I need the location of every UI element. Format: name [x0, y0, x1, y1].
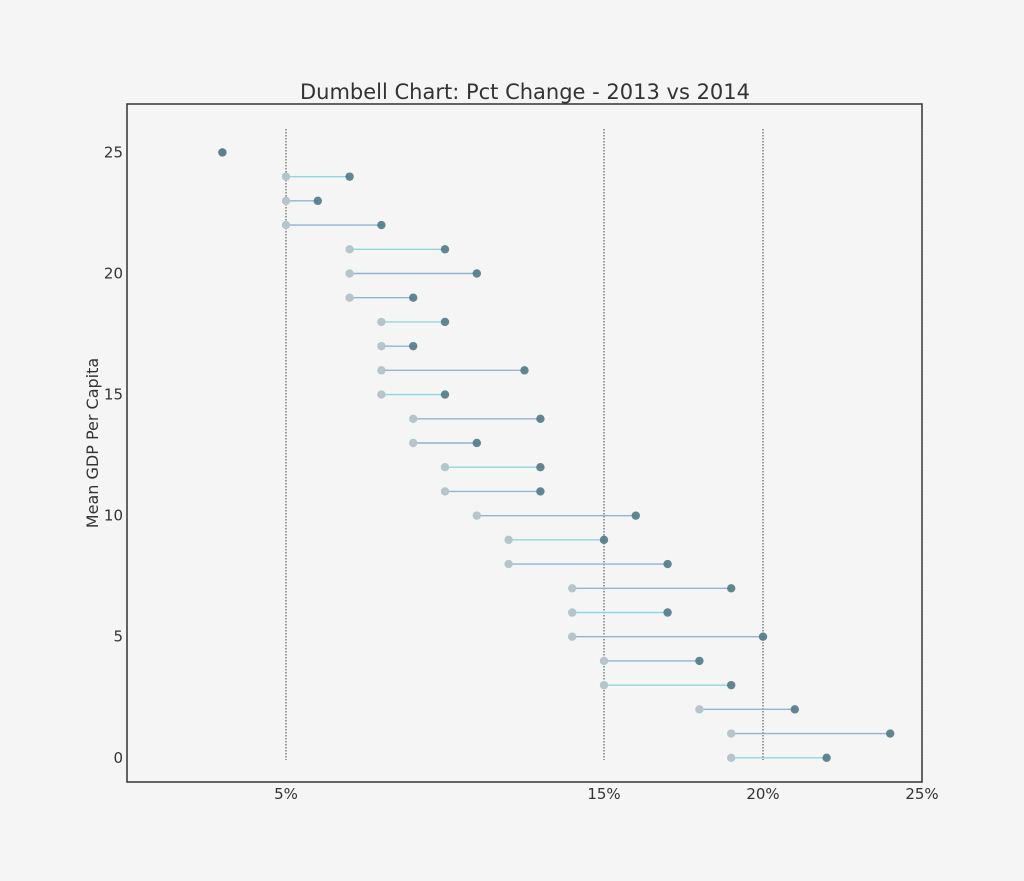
start-point-0: [727, 753, 736, 762]
end-point-2: [790, 705, 799, 714]
end-point-15: [440, 390, 450, 399]
dumbbell-lines: [286, 175, 891, 759]
end-point-3: [727, 680, 736, 690]
y-axis-ticks: 0 5 10 15 20 25: [104, 143, 123, 766]
end-point-12: [536, 463, 545, 472]
start-point-7: [568, 584, 577, 593]
y-tick-label: 0: [113, 749, 123, 767]
y-tick-label: 15: [104, 386, 123, 404]
end-point-18: [440, 317, 450, 327]
start-point-13: [409, 438, 418, 448]
start-point-5: [568, 632, 577, 641]
chart-title: Dumbell Chart: Pct Change - 2013 vs 2014: [300, 80, 750, 104]
start-point-6: [568, 608, 577, 617]
end-point-19: [409, 293, 418, 302]
start-point-20: [345, 269, 354, 278]
end-point-21: [440, 245, 450, 254]
start-point-8: [504, 559, 513, 569]
y-tick-label: 25: [104, 143, 123, 161]
end-point-5: [758, 632, 768, 641]
end-point-8: [663, 559, 672, 569]
grid-lines: [285, 129, 923, 760]
end-point-6: [663, 608, 672, 617]
start-point-16: [377, 366, 386, 375]
end-point-22: [377, 220, 386, 230]
end-point-23: [313, 196, 322, 206]
start-point-21: [345, 245, 354, 254]
end-point-24: [345, 172, 354, 181]
start-point-23: [281, 196, 291, 206]
start-point-18: [377, 317, 386, 327]
start-point-24: [281, 172, 291, 181]
end-point-17: [409, 341, 418, 351]
end-point-25: [218, 148, 227, 157]
x-axis-ticks: 5% 15% 20% 25%: [274, 785, 939, 803]
dumbbell-points: [218, 148, 895, 762]
end-point-16: [520, 366, 529, 375]
end-point-4: [695, 656, 704, 666]
start-point-3: [599, 680, 609, 690]
x-tick-label: 5%: [274, 785, 298, 803]
y-tick-label: 10: [104, 507, 123, 525]
y-tick-label: 20: [104, 265, 123, 283]
start-point-15: [377, 390, 386, 399]
start-point-14: [409, 414, 418, 423]
start-point-19: [345, 293, 354, 302]
x-tick-label: 25%: [905, 785, 938, 803]
start-point-2: [695, 705, 704, 714]
end-point-1: [886, 729, 895, 738]
x-tick-label: 15%: [587, 785, 620, 803]
end-point-14: [536, 414, 545, 423]
end-point-11: [536, 487, 545, 496]
start-point-11: [440, 487, 450, 496]
start-point-10: [472, 511, 481, 520]
y-axis-label: Mean GDP Per Capita: [83, 358, 102, 528]
plot-area-frame: [126, 103, 923, 783]
start-point-17: [377, 341, 386, 351]
y-tick-label: 5: [113, 628, 123, 646]
end-point-7: [727, 584, 736, 593]
end-point-10: [631, 511, 640, 520]
end-point-13: [472, 438, 481, 448]
end-point-9: [599, 535, 609, 545]
start-point-4: [599, 656, 609, 666]
end-point-0: [822, 753, 831, 762]
start-point-1: [727, 729, 736, 738]
start-point-12: [440, 463, 450, 472]
x-tick-label: 20%: [746, 785, 779, 803]
start-point-22: [281, 220, 291, 230]
end-point-20: [472, 269, 481, 278]
start-point-9: [504, 535, 513, 545]
